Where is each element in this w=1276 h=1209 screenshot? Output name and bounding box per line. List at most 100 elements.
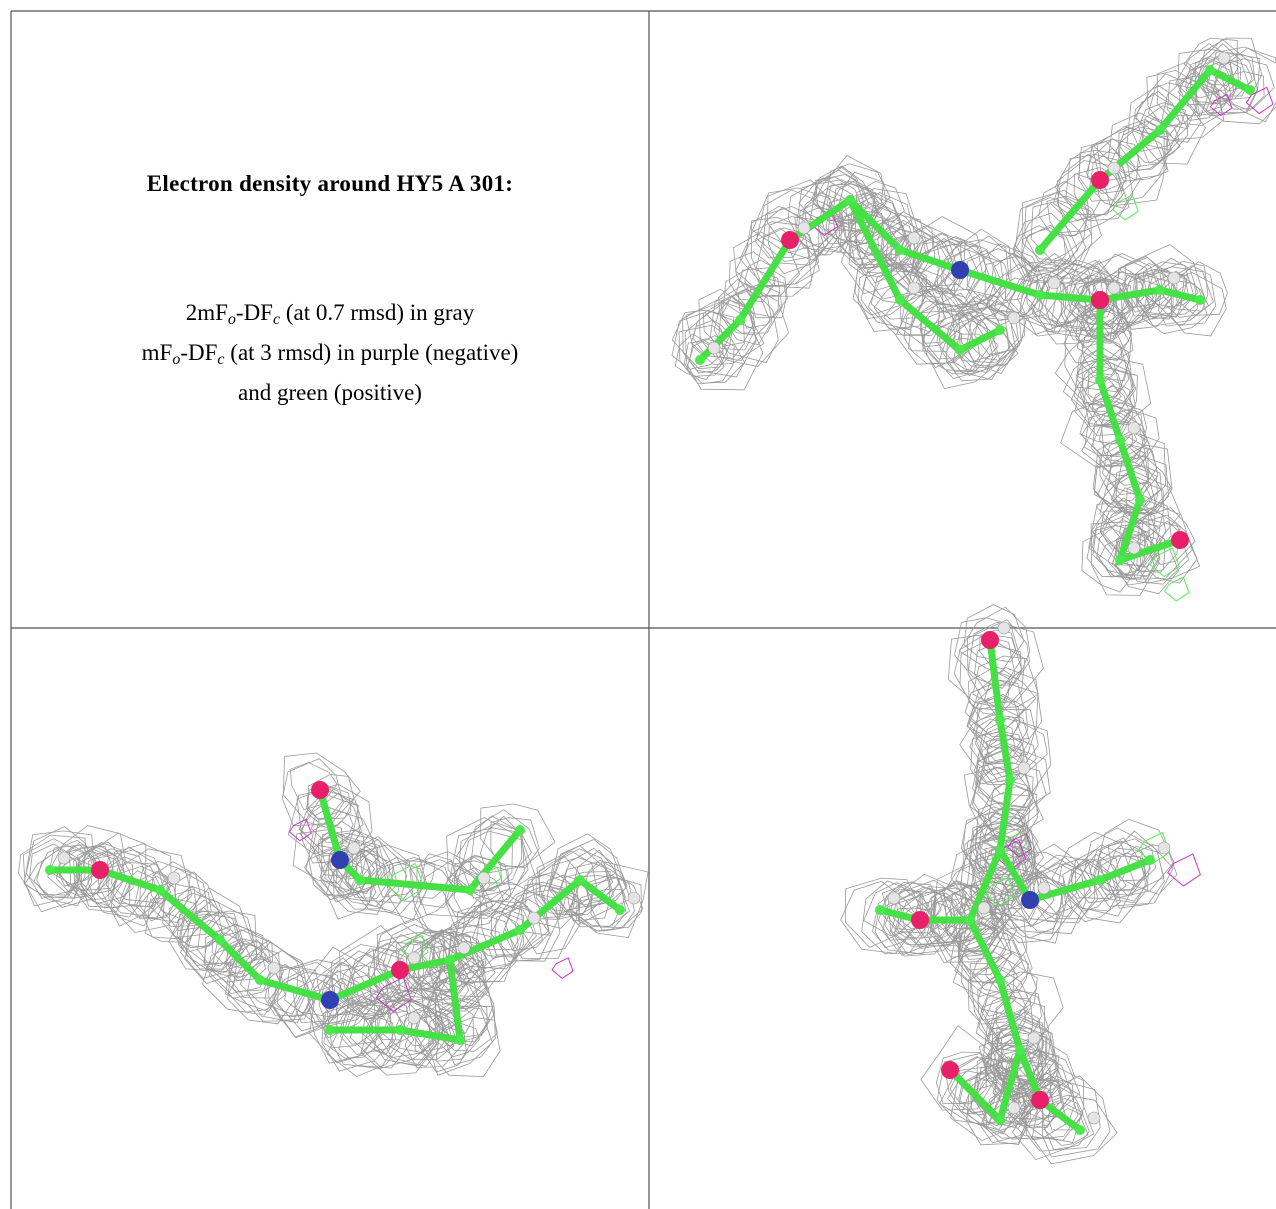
caption-title: Electron density around HY5 A 301:	[11, 171, 649, 197]
atom	[455, 1035, 465, 1045]
atom	[965, 915, 975, 925]
hydrogen	[1028, 1032, 1040, 1044]
atom	[1091, 171, 1109, 189]
atom	[875, 905, 885, 915]
atom	[895, 295, 905, 305]
atom	[1135, 495, 1145, 505]
atom	[1155, 285, 1165, 295]
atom	[255, 975, 265, 985]
atom	[1075, 1125, 1085, 1135]
legend-text: -DF	[236, 300, 273, 325]
atom	[615, 905, 625, 915]
atom	[995, 975, 1005, 985]
hydrogen	[1008, 312, 1020, 324]
atom	[995, 325, 1005, 335]
hydrogen	[628, 892, 640, 904]
atom	[895, 245, 905, 255]
legend-sub: c	[217, 351, 224, 368]
atom	[1021, 891, 1039, 909]
hydrogen	[1108, 282, 1120, 294]
molecule-image	[672, 38, 1276, 601]
atom	[995, 845, 1005, 855]
legend-line: mFo-DFc (at 3 rmsd) in purple (negative)	[11, 333, 649, 373]
hydrogen	[1108, 162, 1120, 174]
hydrogen	[1168, 272, 1180, 284]
legend-text: and green (positive)	[238, 380, 422, 405]
atom	[515, 825, 525, 835]
legend-line: 2mFo-DFc (at 0.7 rmsd) in gray	[11, 293, 649, 333]
legend-sub: c	[273, 311, 280, 328]
atom	[695, 355, 705, 365]
hydrogen	[458, 942, 470, 954]
hydrogen	[1128, 542, 1140, 554]
atom	[981, 631, 999, 649]
atom	[911, 911, 929, 929]
atom	[391, 961, 409, 979]
hydrogen	[168, 872, 180, 884]
atom	[951, 261, 969, 279]
hydrogen	[908, 282, 920, 294]
hydrogen	[1128, 422, 1140, 434]
atom	[955, 345, 965, 355]
hydrogen	[58, 852, 70, 864]
atom	[1095, 375, 1105, 385]
atom	[1145, 855, 1155, 865]
hydrogen	[268, 962, 280, 974]
legend-text: mF	[142, 340, 173, 365]
hydrogen	[478, 872, 490, 884]
hydrogen	[1218, 52, 1230, 64]
hydrogen	[408, 1012, 420, 1024]
atom	[1035, 290, 1045, 300]
legend-line: and green (positive)	[11, 373, 649, 413]
mesh-cell	[1097, 126, 1167, 206]
hydrogen	[1008, 1102, 1020, 1114]
atom	[155, 885, 165, 895]
molecule-image	[19, 753, 649, 1077]
difference-density	[552, 958, 573, 979]
atom	[1015, 1045, 1025, 1055]
hydrogen	[1158, 842, 1170, 854]
hydrogen	[978, 902, 990, 914]
hydrogen	[998, 622, 1010, 634]
legend-text: (at 0.7 rmsd) in gray	[280, 300, 474, 325]
bond	[1000, 850, 1150, 900]
atom	[1091, 291, 1109, 309]
mesh-cell	[968, 622, 1044, 703]
atom	[1031, 1091, 1049, 1109]
hydrogen	[528, 912, 540, 924]
atom	[91, 861, 109, 879]
atom	[1095, 875, 1105, 885]
atom	[321, 991, 339, 1009]
atom	[575, 875, 585, 885]
atom	[1245, 85, 1255, 95]
atom	[735, 315, 745, 325]
mesh-cell	[969, 669, 1010, 715]
atom	[1115, 435, 1125, 445]
atom	[1005, 775, 1015, 785]
atom	[515, 925, 525, 935]
atom	[1205, 65, 1215, 75]
hydrogen	[908, 232, 920, 244]
atom	[995, 715, 1005, 725]
hydrogen	[408, 952, 420, 964]
molecule-image	[841, 605, 1201, 1164]
atom	[941, 1061, 959, 1079]
legend-text: -DF	[180, 340, 217, 365]
atom	[395, 1025, 405, 1035]
hydrogen	[708, 342, 720, 354]
atom	[465, 885, 475, 895]
page: {"header": {"title": "Electron density a…	[0, 0, 1276, 1209]
atom	[845, 195, 855, 205]
hydrogen	[1088, 1112, 1100, 1124]
atom	[45, 865, 55, 875]
atom	[1171, 531, 1189, 549]
atom	[355, 875, 365, 885]
legend-sub: o	[228, 311, 236, 328]
atom	[215, 935, 225, 945]
atom	[1155, 125, 1165, 135]
hydrogen	[1048, 277, 1060, 289]
hydrogen	[348, 842, 360, 854]
hydrogen	[1018, 762, 1030, 774]
atom	[325, 1025, 335, 1035]
legend-text: 2mF	[186, 300, 228, 325]
